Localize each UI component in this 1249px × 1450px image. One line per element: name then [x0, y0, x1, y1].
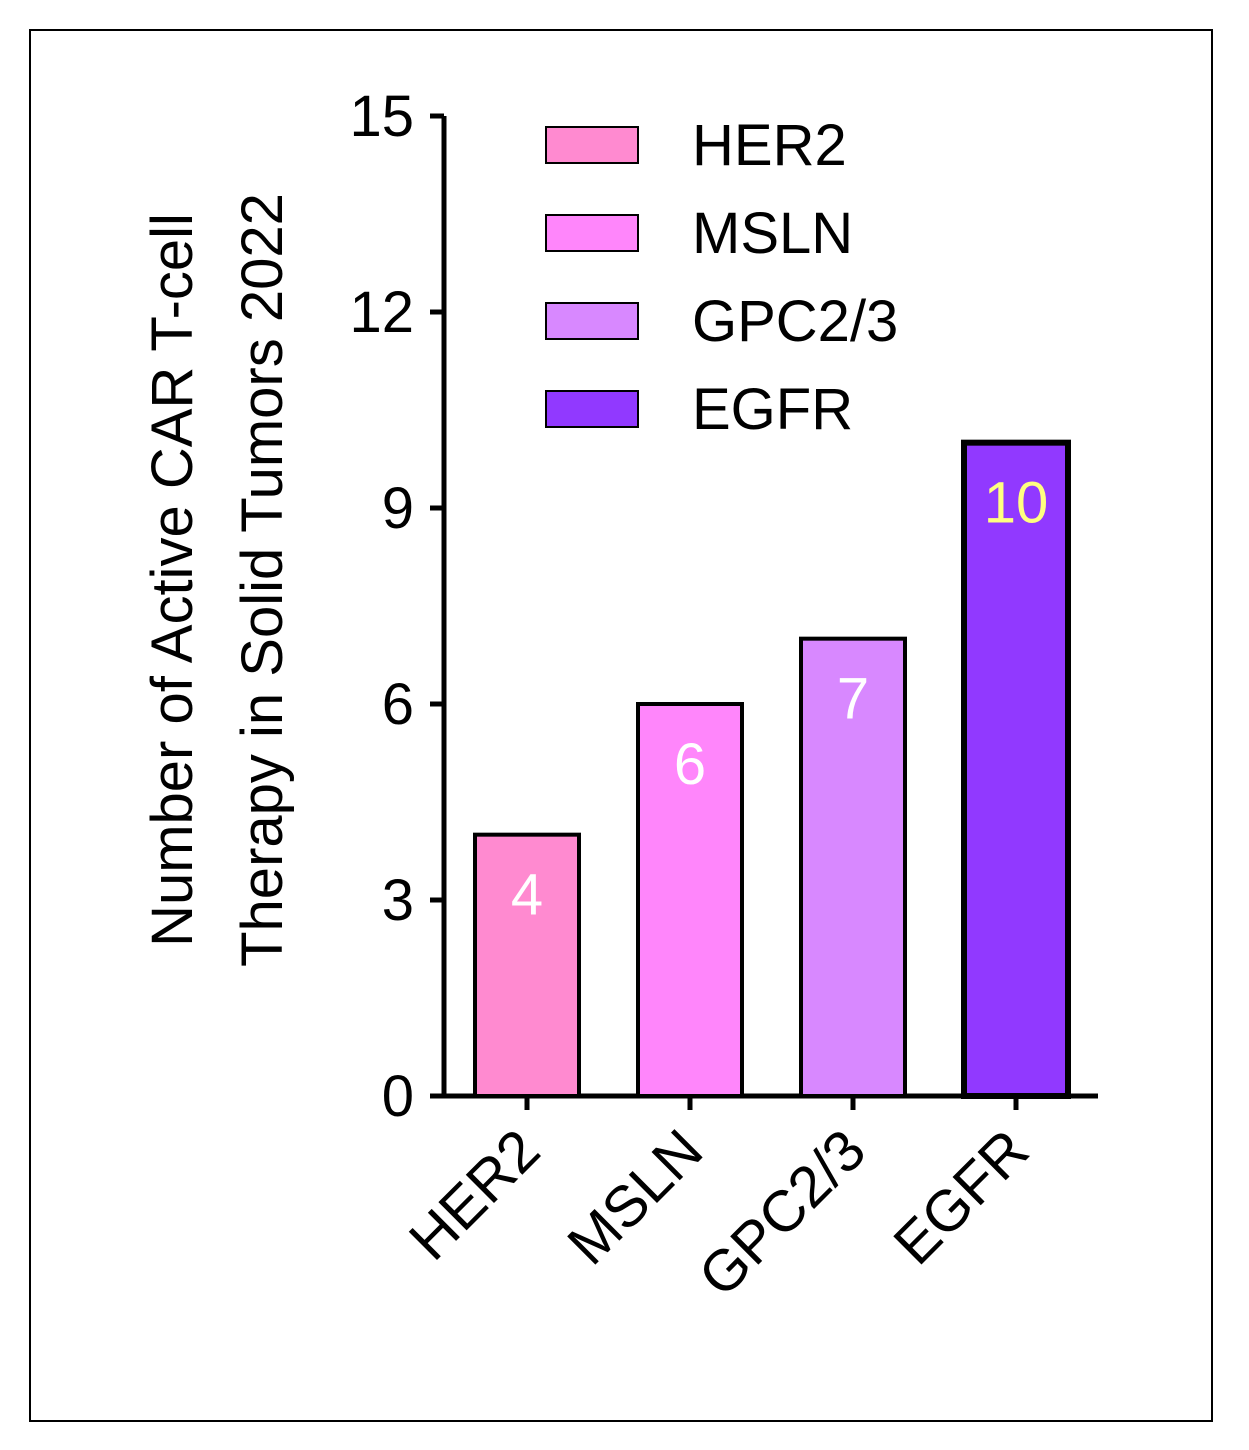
legend-label: EGFR	[692, 377, 853, 442]
bar-data-label: 4	[511, 863, 543, 928]
bar-her2	[473, 832, 581, 1099]
legend-swatch	[545, 214, 639, 252]
bar-gpc23	[799, 636, 907, 1099]
y-axis: 0 3 6 9 12 15	[349, 84, 447, 1129]
y-axis-label: Number of Active CAR T-cell Therapy in S…	[140, 193, 295, 967]
bar-egfr	[961, 439, 1071, 1099]
legend-swatch	[545, 126, 639, 164]
bar-data-label: 7	[837, 667, 869, 732]
bar-data-labels: 4 6 7 10	[511, 471, 1048, 928]
y-tick-label: 0	[382, 1064, 414, 1129]
y-axis-label-line-1: Number of Active CAR T-cell	[140, 213, 205, 947]
x-tick-label: GPC2/3	[686, 1117, 878, 1309]
bars	[473, 439, 1071, 1099]
legend-swatch	[545, 302, 639, 340]
legend-swatch	[545, 390, 639, 428]
x-tick-label: HER2	[397, 1117, 552, 1272]
x-tick-label: MSLN	[555, 1117, 715, 1277]
y-tick-label: 3	[382, 868, 414, 933]
y-tick-label: 6	[382, 672, 414, 737]
legend-label: MSLN	[692, 201, 853, 266]
x-tick-label: EGFR	[881, 1117, 1041, 1277]
legend-label: GPC2/3	[692, 289, 898, 354]
legend: HER2 MSLN GPC2/3 EGFR	[545, 113, 898, 442]
bar-msln	[636, 702, 744, 1098]
legend-label: HER2	[692, 113, 847, 178]
y-tick-label: 15	[349, 84, 414, 149]
y-tick-label: 12	[349, 280, 414, 345]
bar-data-label: 6	[674, 732, 706, 797]
y-axis-label-line-2: Therapy in Solid Tumors 2022	[230, 193, 295, 967]
bar-data-label: 10	[984, 471, 1049, 536]
y-tick-label: 9	[382, 476, 414, 541]
